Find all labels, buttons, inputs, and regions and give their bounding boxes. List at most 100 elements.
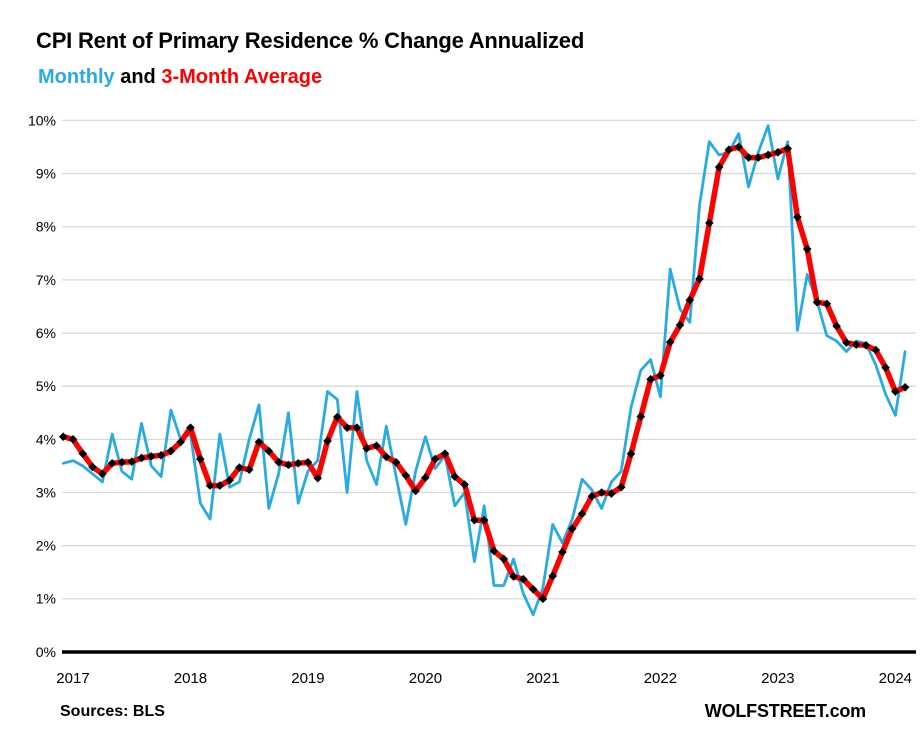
average-diamond-marker: [88, 462, 97, 472]
x-axis-tick-label: 2017: [56, 670, 89, 687]
average-diamond-marker: [881, 363, 890, 372]
average-diamond-marker: [822, 299, 832, 309]
average-diamond-marker: [98, 469, 107, 479]
average-diamond-marker: [695, 274, 704, 284]
average-diamond-marker: [313, 473, 323, 483]
average-diamond-marker: [597, 488, 606, 497]
average-diamond-marker: [176, 437, 185, 447]
average-diamond-marker: [284, 460, 293, 470]
wolfstreet-brand: WOLFSTREET.com: [704, 701, 866, 721]
average-diamond-marker: [842, 338, 851, 347]
average-diamond-marker: [646, 374, 655, 384]
y-axis-tick-label: 5%: [36, 378, 56, 394]
x-axis-tick-label: 2021: [526, 670, 559, 687]
average-diamond-marker: [147, 452, 156, 461]
average-diamond-marker: [548, 571, 557, 581]
y-axis-tick-label: 3%: [36, 484, 56, 500]
average-diamond-marker: [440, 449, 450, 459]
chart-subtitle-legend: Monthly and 3-Month Average: [38, 66, 322, 89]
average-diamond-marker: [244, 465, 254, 474]
average-diamond-marker: [538, 594, 548, 604]
average-diamond-marker: [107, 458, 117, 468]
average-diamond-marker: [685, 295, 695, 305]
average-diamond-marker: [303, 457, 313, 467]
average-diamond-marker: [519, 574, 528, 584]
average-diamond-marker: [186, 423, 195, 432]
x-axis-tick-label: 2022: [644, 670, 677, 687]
average-diamond-marker: [264, 446, 274, 456]
average-diamond-marker: [665, 337, 675, 347]
average-diamond-marker: [254, 437, 264, 447]
average-diamond-marker: [372, 441, 381, 451]
average-diamond-marker: [225, 475, 234, 485]
average-diamond-marker: [411, 486, 420, 496]
average-diamond-marker: [58, 432, 68, 442]
average-diamond-marker: [421, 473, 430, 482]
average-diamond-marker: [577, 509, 587, 519]
x-axis-tick-label: 2023: [761, 670, 794, 687]
average-diamond-marker: [793, 212, 802, 222]
average-diamond-marker: [567, 524, 577, 533]
x-axis-tick-label: 2024: [879, 670, 912, 687]
source-note: Sources: BLS: [60, 703, 165, 720]
average-diamond-marker: [861, 340, 871, 350]
average-diamond-marker: [166, 446, 176, 456]
y-axis-tick-label: 6%: [36, 325, 56, 341]
average-diamond-marker: [333, 412, 342, 422]
average-diamond-marker: [783, 144, 792, 153]
y-axis-tick-label: 2%: [36, 538, 56, 554]
average-diamond-marker: [323, 436, 332, 446]
average-diamond-marker: [616, 482, 626, 492]
average-diamond-marker: [744, 153, 753, 162]
y-axis-tick-label: 10%: [28, 112, 56, 128]
average-diamond-marker: [832, 321, 841, 331]
average-diamond-marker: [274, 457, 283, 467]
average-diamond-marker: [734, 142, 744, 152]
legend-monthly-label: Monthly: [38, 66, 115, 88]
average-diamond-marker: [215, 481, 225, 490]
monthly-series-line: [61, 124, 907, 617]
average-diamond-marker: [636, 412, 646, 421]
legend-average-label: 3-Month Average: [161, 66, 323, 88]
average-diamond-marker: [362, 444, 371, 453]
average-diamond-marker: [352, 423, 362, 432]
average-diamond-marker: [587, 491, 597, 501]
average-diamond-marker: [127, 457, 137, 466]
average-diamond-marker: [137, 453, 146, 463]
average-diamond-marker: [156, 451, 166, 460]
y-axis-tick-label: 0%: [36, 644, 56, 660]
average-diamond-marker: [460, 480, 469, 489]
average-diamond-marker: [724, 145, 734, 154]
average-diamond-marker: [342, 423, 352, 432]
average-diamond-marker: [891, 387, 900, 396]
average-diamond-marker: [381, 452, 391, 462]
average-diamond-marker: [391, 457, 401, 467]
average-diamond-marker: [763, 150, 773, 160]
x-axis-tick-label: 2018: [174, 670, 207, 687]
average-diamond-marker: [509, 572, 518, 581]
average-diamond-marker: [78, 449, 88, 459]
average-diamond-marker: [714, 162, 724, 172]
average-diamond-marker: [528, 584, 538, 594]
average-diamond-marker: [802, 244, 812, 254]
average-diamond-marker: [773, 147, 783, 157]
average-diamond-marker: [851, 340, 861, 350]
average-diamond-marker: [401, 471, 411, 480]
average-diamond-marker: [205, 481, 215, 490]
average-diamond-marker: [871, 345, 881, 355]
average-diamond-marker: [489, 546, 499, 556]
average-diamond-marker: [705, 218, 714, 228]
average-diamond-marker: [607, 489, 616, 498]
average-diamond-marker: [68, 435, 78, 444]
average-diamond-marker: [499, 554, 509, 564]
average-diamond-marker: [753, 153, 763, 162]
average-diamond-marker: [656, 371, 665, 380]
average-diamond-marker: [558, 547, 567, 557]
average-diamond-marker: [195, 454, 205, 464]
average-diamond-marker: [470, 515, 479, 525]
average-diamond-marker: [812, 297, 822, 307]
y-axis-tick-label: 9%: [36, 165, 56, 181]
average-diamond-marker: [235, 463, 244, 472]
average-diamond-marker: [117, 457, 127, 467]
